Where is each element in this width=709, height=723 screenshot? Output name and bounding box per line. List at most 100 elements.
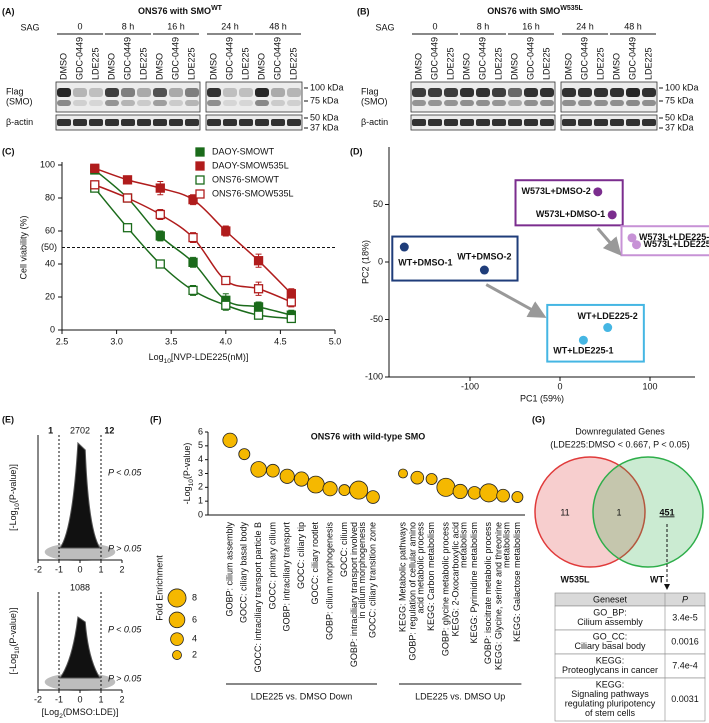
panel-label: (G) (532, 414, 545, 424)
bubble (452, 483, 468, 500)
blot-band (412, 119, 426, 126)
bubble (349, 480, 369, 500)
blot-band (137, 88, 151, 97)
marker (122, 193, 133, 203)
blot-band (524, 88, 538, 97)
timepoint-label: 24 h (576, 21, 594, 31)
supscript: WT (211, 5, 223, 12)
group-box (514, 179, 624, 227)
category-label: KEGG: Glycine, serine and threonine (493, 522, 503, 670)
x-tick-label: -1 (55, 564, 63, 574)
panel-label: (F) (150, 414, 162, 424)
lane-label: DMSO (58, 53, 68, 80)
blot-band (460, 100, 474, 106)
table-cell: GO_BP: (593, 607, 627, 617)
table-row (554, 677, 706, 722)
group-box (546, 303, 645, 363)
blot-band (610, 88, 624, 97)
blot-band (121, 119, 135, 126)
category-label: GOBP: isocitrate metabolic process (483, 522, 493, 665)
size-marker: 50 kDa (310, 112, 339, 122)
x-axis-label: Log10[NVP-LDE225(nM)] (149, 352, 249, 365)
label-part: (DMSO:LDE)] (63, 707, 119, 717)
count-label: 12 (104, 425, 114, 435)
marker (253, 256, 264, 266)
blot-band (524, 119, 538, 126)
lane-label: LDE225 (138, 47, 148, 80)
bubble (338, 484, 351, 497)
y-tick-label: 0 (50, 324, 55, 334)
blot-band (642, 88, 656, 97)
lane-label: GDC-0449 (579, 37, 589, 80)
table-header-cell: P (682, 594, 688, 604)
supscript: W535L (560, 5, 583, 12)
blot-image (205, 114, 303, 131)
blot-band (642, 100, 656, 106)
marker (188, 257, 198, 268)
panel-label: (B) (357, 6, 370, 16)
bubble (306, 475, 325, 494)
label-part: (P-value)] (8, 608, 18, 647)
blot-band (239, 119, 253, 126)
size-marker: 75 kDa (665, 95, 694, 105)
blot-band (207, 100, 221, 106)
x-tick-label: 5.0 (329, 336, 342, 346)
y-axis-label: -Log10(P-value) (182, 443, 195, 505)
blot-image (560, 114, 658, 131)
count-label: 1 (48, 425, 53, 435)
group-label: LDE225 vs. DMSO Down (251, 691, 353, 701)
point-label: W573L+LDE225-2 (644, 239, 709, 249)
bubble (479, 483, 499, 503)
annotation: P > 0.05 (108, 673, 142, 683)
blot-band (492, 88, 506, 97)
x-tick-label: 0 (77, 564, 82, 574)
size-legend-bubble (168, 611, 186, 629)
legend-marker (195, 147, 205, 157)
blot-band (578, 119, 592, 126)
lane-label: LDE225 (493, 47, 503, 80)
category-label: KEGG: Carbon metabolism (426, 522, 436, 631)
blot-band (287, 100, 301, 106)
blot-band (428, 88, 442, 97)
x-tick-label: 0 (77, 694, 82, 704)
marker (155, 209, 165, 220)
blot-band (626, 100, 640, 106)
size-marker: 37 kDa (310, 122, 339, 132)
category-label: GOCC: ciliary transition zone (367, 522, 377, 638)
y-tick-label: 2 (198, 482, 203, 492)
x-tick-label: -2 (34, 564, 42, 574)
lane-label: DMSO (208, 53, 218, 80)
blot-band (428, 119, 442, 126)
category-label: GOBP: regulation of cellular amino (408, 522, 418, 661)
blot-band (223, 88, 237, 97)
group-label: LDE225 vs. DMSO Up (415, 691, 505, 701)
table-cell: 3.4e-5 (672, 612, 698, 622)
point-label: W573L+DMSO-1 (536, 209, 605, 219)
x-axis-label: [Log2(DMSO:LDE)] (42, 707, 119, 720)
marker (188, 232, 198, 243)
blot-image (205, 81, 303, 113)
lane-label: GDC-0449 (627, 37, 637, 80)
blot-band (540, 119, 554, 126)
lane-label: DMSO (461, 53, 471, 80)
blot-band (412, 88, 426, 97)
size-legend-bubble (172, 650, 182, 660)
size-legend-label: 8 (192, 592, 197, 602)
blot-band (287, 88, 301, 97)
marker (221, 300, 231, 310)
category-label: GOCC: ciliary tip (296, 522, 306, 589)
y-tick-label: 5 (198, 440, 203, 450)
category-label: GOCC: cilium (339, 522, 349, 577)
timepoint-label: 48 h (624, 21, 642, 31)
blot-band (428, 100, 442, 106)
blot-band (57, 119, 71, 126)
blot-band (89, 100, 103, 106)
blot-band (169, 88, 183, 97)
category-label: GOBP: intraciliary transport (282, 522, 292, 632)
blot-band (492, 119, 506, 126)
category-label: KEGG: Metabolic pathways (397, 522, 407, 633)
bubble (322, 481, 338, 497)
category-label: GOCC: intraciliary transport particle B (253, 522, 263, 673)
blot-band (57, 100, 71, 106)
marker (221, 226, 231, 236)
